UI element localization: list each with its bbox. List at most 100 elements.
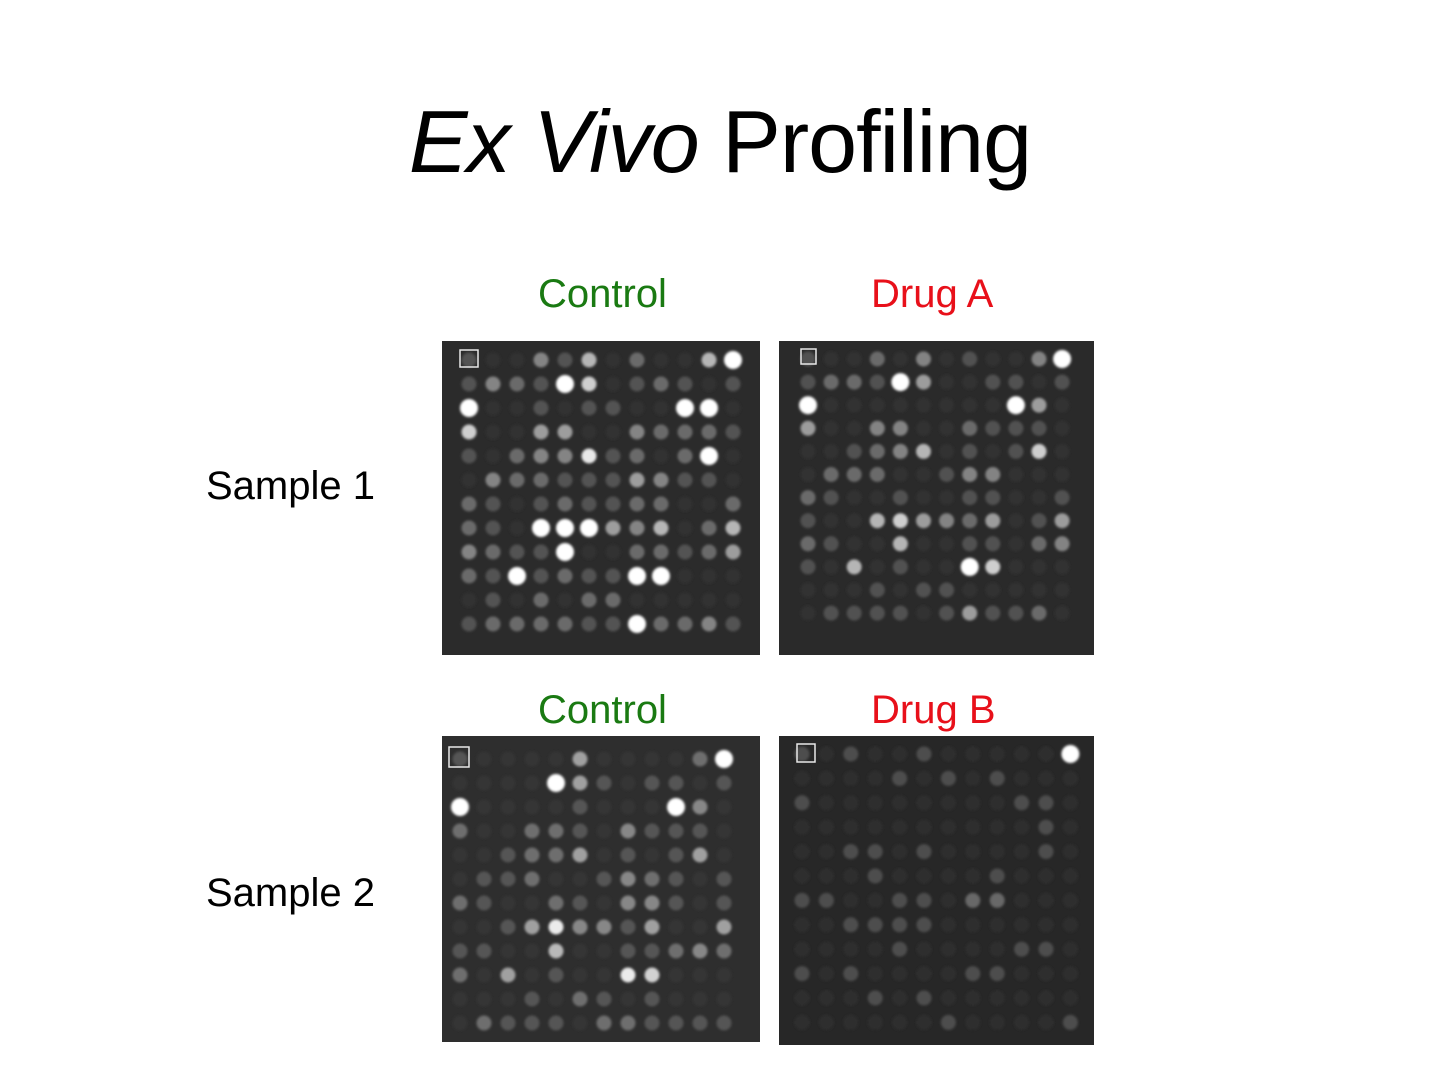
array-spot — [725, 568, 741, 584]
array-spot — [939, 467, 955, 482]
array-spot — [668, 991, 684, 1007]
array-spot — [1054, 397, 1070, 413]
array-spot — [962, 351, 978, 367]
array-image-sample-1-control — [442, 341, 760, 655]
array-spot — [596, 967, 612, 983]
array-spot — [985, 443, 1001, 459]
array-spot — [533, 496, 549, 512]
array-spot — [1014, 917, 1030, 933]
array-spot — [596, 847, 612, 863]
array-spot — [668, 919, 684, 935]
array-spot — [846, 374, 862, 390]
array-spot — [557, 568, 573, 584]
array-spot — [1038, 990, 1054, 1006]
array-spot — [1054, 536, 1070, 552]
array-spot — [965, 819, 981, 835]
array-spot — [1062, 1014, 1078, 1030]
array-spot — [668, 847, 684, 863]
array-spot — [500, 919, 516, 935]
array-spot — [1008, 559, 1024, 575]
array-spot — [800, 536, 816, 552]
array-spot — [818, 990, 834, 1006]
array-spot — [892, 795, 908, 811]
array-spot — [800, 559, 816, 575]
array-spot — [867, 844, 883, 860]
array-spot — [1031, 420, 1047, 436]
array-spot — [1014, 746, 1030, 762]
array-spot — [939, 443, 955, 459]
array-spot — [1014, 868, 1030, 884]
array-spot — [962, 536, 978, 552]
array-spot — [1008, 605, 1024, 621]
array-spot — [800, 490, 816, 506]
array-spot — [452, 943, 468, 959]
array-spot — [653, 400, 669, 416]
array-spot — [823, 467, 839, 482]
array-spot — [605, 616, 621, 632]
array-spot — [1014, 892, 1030, 908]
array-spot — [500, 871, 516, 887]
array-spot — [644, 919, 660, 935]
array-spot — [581, 568, 597, 584]
array-spot — [1038, 844, 1054, 860]
array-spot — [916, 397, 931, 413]
array-spot — [620, 847, 636, 863]
array-spot — [533, 352, 549, 368]
array-spot — [581, 352, 597, 368]
array-spot — [989, 966, 1005, 982]
array-spot — [1054, 559, 1070, 575]
array-spot — [867, 917, 883, 933]
array-spot — [557, 352, 573, 368]
array-spot — [846, 351, 862, 367]
array-spot — [1038, 892, 1054, 908]
array-spot — [509, 448, 525, 464]
array-spot — [596, 823, 612, 839]
array-spot — [843, 819, 859, 835]
array-spot — [1014, 941, 1030, 957]
reference-marker-square — [459, 349, 479, 368]
array-spot — [557, 472, 573, 488]
array-spot — [677, 352, 693, 368]
array-spot — [794, 941, 810, 957]
array-spot — [605, 496, 621, 512]
array-spot — [692, 871, 708, 887]
array-spot — [692, 847, 708, 863]
array-spot — [524, 871, 540, 887]
array-spot — [596, 991, 612, 1007]
array-spot — [572, 967, 588, 983]
array-spot — [500, 751, 516, 767]
array-spot — [1062, 892, 1078, 908]
array-spot — [939, 559, 955, 575]
array-spot — [846, 397, 862, 413]
array-image-sample-1-drug-a — [779, 341, 1094, 655]
array-spot — [800, 374, 816, 390]
array-spot — [701, 544, 717, 560]
array-spot — [799, 396, 817, 415]
array-spot — [823, 490, 839, 506]
array-spot — [485, 376, 501, 392]
array-spot — [476, 847, 492, 863]
array-spot — [985, 536, 1001, 552]
array-spot — [916, 351, 931, 367]
array-spot — [605, 448, 621, 464]
array-spot — [867, 770, 883, 786]
array-spot — [476, 823, 492, 839]
array-spot — [823, 605, 839, 621]
array-spot — [692, 751, 708, 767]
array-spot — [500, 895, 516, 911]
array-spot — [548, 895, 564, 911]
array-spot — [605, 520, 621, 536]
array-spot — [725, 376, 741, 392]
array-spot — [653, 616, 669, 632]
array-spot — [843, 844, 859, 860]
array-spot — [794, 795, 810, 811]
array-spot — [572, 895, 588, 911]
array-spot — [916, 941, 932, 957]
array-spot — [628, 615, 646, 633]
array-spot — [818, 917, 834, 933]
array-spot — [985, 467, 1001, 482]
array-spot — [965, 966, 981, 982]
array-spot — [843, 892, 859, 908]
array-spot — [867, 795, 883, 811]
array-spot — [1061, 745, 1080, 763]
